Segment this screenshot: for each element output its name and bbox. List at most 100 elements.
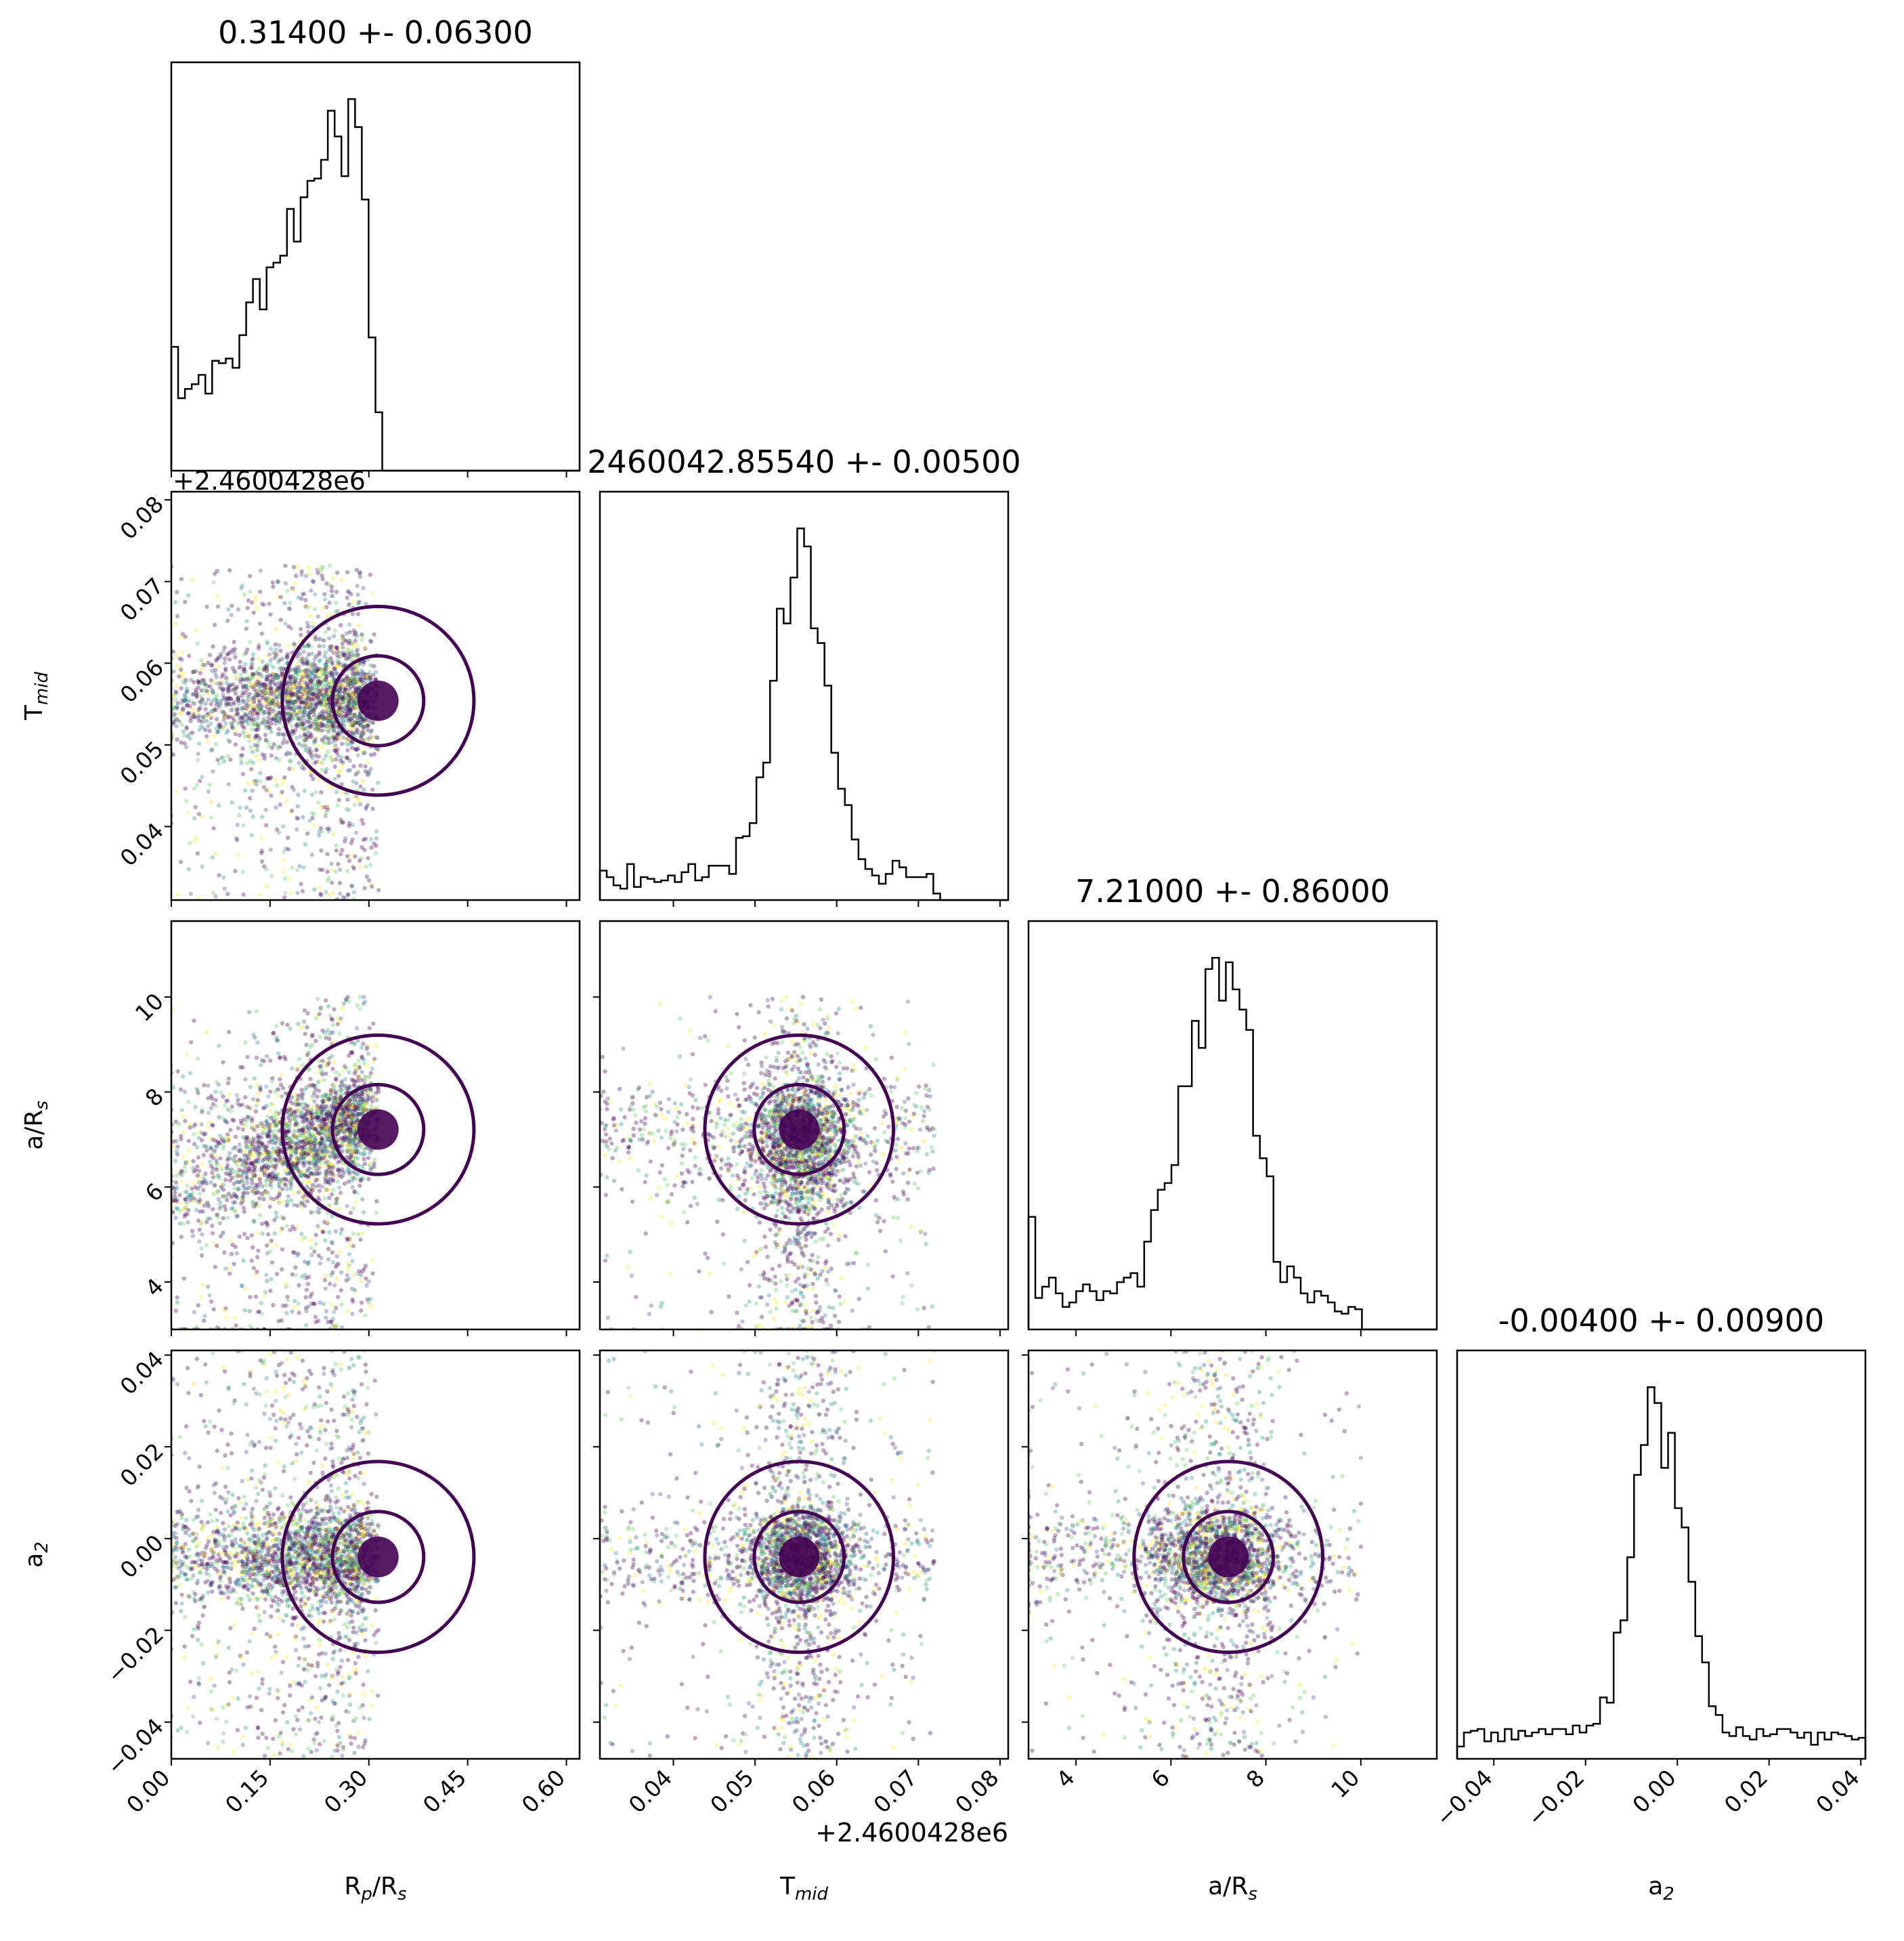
sample-point	[362, 847, 367, 853]
sample-point	[349, 1040, 354, 1045]
sample-point	[286, 1129, 291, 1134]
sample-point	[293, 700, 299, 704]
sample-point	[240, 1196, 245, 1201]
sample-point	[234, 712, 239, 717]
sample-point	[245, 1168, 250, 1173]
sample-point	[173, 621, 178, 626]
sample-point	[292, 1109, 297, 1114]
sample-point	[313, 1241, 318, 1247]
sample-point	[265, 1279, 269, 1283]
sample-point	[328, 1088, 333, 1092]
sample-point	[322, 1131, 326, 1136]
sample-point	[333, 1127, 339, 1132]
sample-point	[339, 662, 344, 667]
sample-point	[297, 1114, 302, 1119]
sample-point	[341, 714, 346, 719]
sample-point	[307, 1131, 312, 1136]
sample-point	[269, 1176, 275, 1180]
sample-point	[343, 1120, 348, 1126]
sample-point	[326, 1125, 332, 1130]
sample-point	[225, 1266, 231, 1271]
sample-point	[228, 1171, 233, 1176]
sample-point	[353, 1105, 358, 1109]
sample-point	[318, 826, 324, 831]
sample-point	[262, 864, 267, 869]
sample-point	[230, 682, 236, 687]
sample-point	[263, 685, 268, 689]
sample-point	[351, 1176, 356, 1180]
sample-point	[329, 1141, 334, 1147]
sample-point	[240, 1162, 246, 1167]
sample-point	[252, 1128, 257, 1132]
sample-point	[348, 1110, 353, 1115]
sample-point	[332, 1310, 337, 1315]
sample-point	[352, 1287, 358, 1292]
sample-point	[293, 1265, 298, 1270]
sample-point	[209, 1299, 214, 1304]
sample-point	[320, 868, 325, 872]
sample-point	[358, 672, 363, 677]
sample-point	[364, 1283, 369, 1288]
sample-point	[305, 1281, 311, 1287]
sample-point	[206, 1203, 211, 1209]
sample-point	[363, 1107, 368, 1111]
sample-point	[323, 671, 328, 677]
sample-point	[351, 1243, 356, 1249]
sample-point	[296, 1140, 301, 1146]
sample-point	[342, 1136, 347, 1141]
sample-point	[318, 1227, 322, 1232]
sample-point	[316, 1148, 320, 1153]
sample-point	[216, 1173, 221, 1178]
sample-point	[232, 699, 236, 704]
sample-point	[305, 683, 310, 687]
sample-point	[347, 1106, 351, 1111]
sample-point	[229, 1109, 234, 1113]
sample-point	[351, 1094, 356, 1099]
sample-point	[303, 1235, 307, 1240]
sample-point	[326, 1004, 331, 1009]
sample-point	[297, 652, 303, 656]
sample-point	[232, 639, 236, 645]
sample-point	[209, 815, 214, 820]
sample-point	[309, 1292, 314, 1296]
sample-point	[316, 1069, 321, 1075]
sample-point	[343, 1129, 347, 1134]
sample-point	[197, 727, 202, 732]
sample-point	[351, 866, 357, 871]
sample-point	[341, 1107, 345, 1111]
sample-point	[327, 893, 332, 897]
sample-point	[358, 1279, 364, 1284]
sample-point	[330, 1023, 335, 1027]
sample-point	[320, 1122, 325, 1126]
sample-point	[345, 708, 351, 713]
sample-point	[281, 777, 286, 782]
sample-point	[339, 1095, 343, 1101]
sample-point	[299, 1201, 305, 1206]
sample-point	[263, 1183, 268, 1188]
sample-point	[334, 1125, 339, 1130]
sample-point	[284, 688, 288, 693]
sample-point	[285, 694, 290, 699]
sample-point	[209, 1145, 214, 1150]
sample-point	[352, 677, 357, 683]
sample-point	[342, 714, 347, 719]
sample-point	[248, 1084, 253, 1090]
sample-point	[304, 1103, 309, 1108]
sample-point	[172, 1145, 177, 1149]
sample-point	[315, 684, 320, 689]
sample-point	[280, 781, 285, 786]
sample-point	[309, 669, 313, 674]
sample-point	[320, 1138, 325, 1143]
sample-point	[292, 1129, 297, 1134]
sample-point	[322, 1156, 327, 1161]
sample-point	[345, 1149, 349, 1154]
sample-point	[264, 1084, 269, 1089]
sample-point	[347, 1237, 352, 1241]
sample-point	[347, 1151, 352, 1157]
sample-point	[225, 687, 230, 691]
sample-point	[196, 679, 201, 685]
sample-point	[295, 654, 300, 659]
sample-point	[343, 1134, 348, 1139]
sample-point	[237, 1234, 242, 1239]
sample-point	[364, 805, 369, 809]
